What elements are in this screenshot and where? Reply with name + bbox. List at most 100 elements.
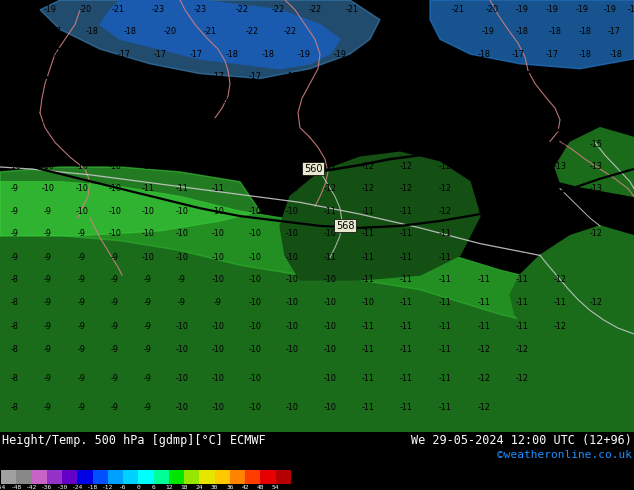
Text: -11: -11 [399, 321, 413, 331]
Text: -12: -12 [439, 184, 451, 193]
Text: -13: -13 [477, 184, 491, 193]
Text: -10: -10 [176, 403, 188, 412]
Text: -18: -18 [226, 49, 238, 58]
Text: -11: -11 [399, 403, 413, 412]
Text: -12: -12 [141, 118, 155, 127]
Text: -9: -9 [111, 403, 119, 412]
Bar [62, 470, 77, 484]
Text: -11: -11 [141, 163, 155, 172]
Text: -10: -10 [249, 321, 261, 331]
Text: -13: -13 [515, 163, 528, 172]
Bar [245, 470, 261, 484]
Text: -12: -12 [515, 374, 529, 383]
Text: -10: -10 [176, 321, 188, 331]
Text: -9: -9 [11, 207, 19, 216]
Text: -9: -9 [78, 275, 86, 284]
Text: -22: -22 [308, 5, 321, 14]
Text: -19: -19 [515, 5, 529, 14]
Bar [47, 470, 62, 484]
Text: -11: -11 [176, 140, 188, 149]
Text: -8: -8 [11, 321, 19, 331]
Text: -11: -11 [212, 184, 224, 193]
Text: -10: -10 [249, 345, 261, 354]
Text: -12: -12 [553, 321, 567, 331]
Polygon shape [100, 0, 340, 69]
Text: -12: -12 [515, 207, 529, 216]
Text: -17: -17 [176, 72, 188, 81]
Text: -14: -14 [9, 72, 22, 81]
Text: -11: -11 [439, 345, 451, 354]
Text: -9: -9 [178, 275, 186, 284]
Text: -11: -11 [399, 298, 413, 307]
Text: -9: -9 [44, 229, 52, 238]
Bar [200, 470, 215, 484]
Text: -19: -19 [545, 5, 559, 14]
Text: -10: -10 [323, 321, 337, 331]
Text: 48: 48 [257, 485, 264, 490]
Text: -10: -10 [323, 374, 337, 383]
Polygon shape [555, 128, 634, 196]
Bar [169, 470, 184, 484]
Text: -22: -22 [271, 5, 285, 14]
Bar [184, 470, 200, 484]
Text: -10: -10 [212, 321, 224, 331]
Text: -13: -13 [143, 96, 157, 105]
Text: -16: -16 [108, 72, 122, 81]
Text: -17: -17 [618, 96, 630, 105]
Text: -11: -11 [553, 298, 566, 307]
Text: -13: -13 [515, 184, 528, 193]
Text: -18: -18 [11, 5, 25, 14]
Text: -10: -10 [249, 374, 261, 383]
Polygon shape [280, 152, 480, 280]
Text: -12: -12 [590, 207, 602, 216]
Bar [230, 470, 245, 484]
Text: -21: -21 [451, 5, 465, 14]
Text: -9: -9 [44, 321, 52, 331]
Text: -17: -17 [586, 96, 598, 105]
Text: -18: -18 [628, 5, 634, 14]
Text: -18: -18 [548, 27, 562, 36]
Text: -17: -17 [117, 49, 131, 58]
Text: -11: -11 [515, 275, 528, 284]
Text: -19: -19 [576, 5, 588, 14]
Text: -21: -21 [415, 5, 429, 14]
Text: -12: -12 [590, 229, 602, 238]
Text: -17: -17 [212, 72, 224, 81]
Text: -11: -11 [399, 345, 413, 354]
Text: -9: -9 [78, 298, 86, 307]
Text: -17: -17 [477, 72, 491, 81]
Bar [93, 470, 108, 484]
Text: -16: -16 [534, 118, 547, 127]
Text: -13: -13 [439, 140, 451, 149]
Polygon shape [430, 0, 634, 69]
Text: -10: -10 [75, 163, 88, 172]
Text: -10: -10 [249, 253, 261, 262]
Text: -11: -11 [361, 345, 375, 354]
Text: -10: -10 [108, 207, 122, 216]
Bar [77, 470, 93, 484]
Text: -10: -10 [249, 298, 261, 307]
Text: 24: 24 [196, 485, 203, 490]
Text: -10: -10 [285, 207, 299, 216]
Text: -10: -10 [75, 207, 88, 216]
Text: 0: 0 [136, 485, 140, 490]
Text: -12: -12 [439, 163, 451, 172]
Text: -11: -11 [439, 321, 451, 331]
Text: -19: -19 [333, 49, 347, 58]
Text: -21: -21 [112, 5, 124, 14]
Text: -11: -11 [399, 207, 413, 216]
Text: -11: -11 [323, 140, 337, 149]
Bar [123, 470, 138, 484]
Text: -11: -11 [75, 118, 88, 127]
Text: -23: -23 [193, 5, 207, 14]
Text: -10: -10 [249, 275, 261, 284]
Text: -19: -19 [604, 5, 616, 14]
Text: -9: -9 [44, 345, 52, 354]
Text: -11: -11 [285, 140, 299, 149]
Text: We 29-05-2024 12:00 UTC (12+96): We 29-05-2024 12:00 UTC (12+96) [411, 434, 632, 447]
Text: -11: -11 [361, 403, 375, 412]
Bar [108, 470, 123, 484]
Text: -10: -10 [212, 229, 224, 238]
Text: -10: -10 [42, 184, 55, 193]
Text: -17: -17 [249, 72, 261, 81]
